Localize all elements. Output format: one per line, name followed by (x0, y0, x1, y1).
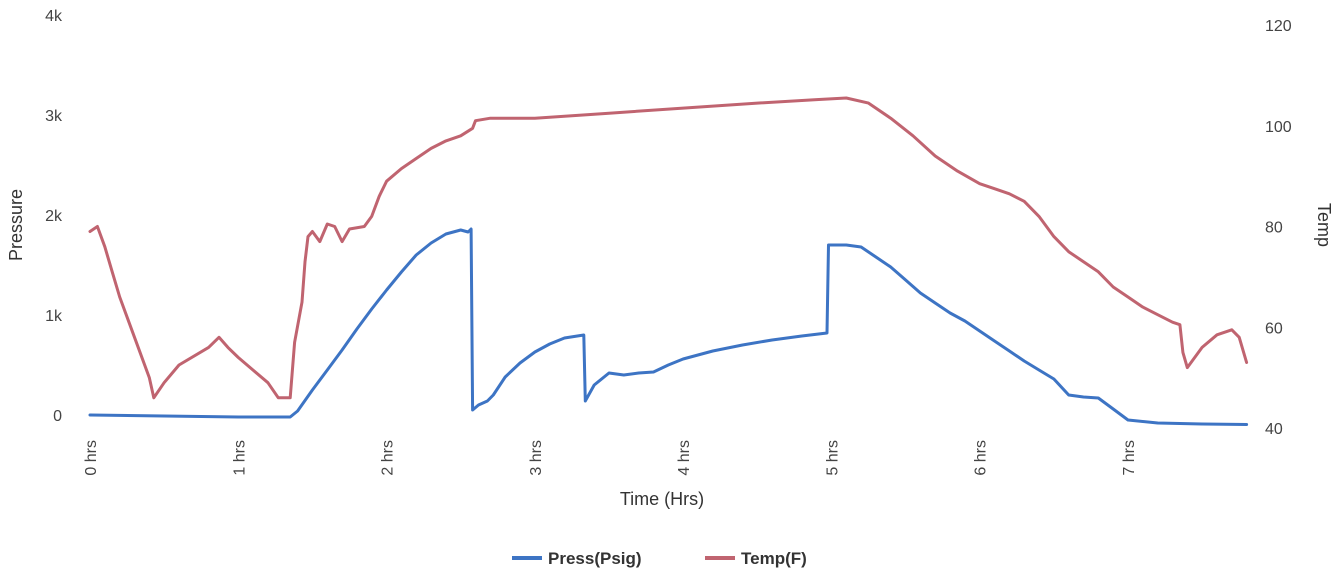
y-left-tick-label: 3k (45, 108, 63, 125)
series-line-temp (88, 96, 1249, 400)
y-right-tick-label: 100 (1265, 119, 1292, 136)
legend-label-temp: Temp(F) (741, 549, 807, 568)
left-axis-ticks: 0 1k 2k 3k 4k (45, 8, 63, 425)
series-lines (88, 96, 1249, 426)
y-left-tick-label: 0 (53, 408, 62, 425)
y-axis-left-title: Pressure (6, 189, 26, 261)
legend-item-temp[interactable]: Temp(F) (705, 549, 807, 568)
legend-label-press: Press(Psig) (548, 549, 642, 568)
x-tick-label: 0 hrs (83, 440, 100, 476)
x-tick-label: 7 hrs (1121, 440, 1138, 476)
y-right-tick-label: 60 (1265, 320, 1283, 337)
y-left-tick-label: 2k (45, 208, 63, 225)
x-tick-label: 5 hrs (824, 440, 841, 476)
series-line-press (88, 227, 1249, 426)
x-tick-label: 3 hrs (528, 440, 545, 476)
legend-item-press[interactable]: Press(Psig) (512, 549, 642, 568)
x-tick-label: 2 hrs (380, 440, 397, 476)
plot-area: 0 1k 2k 3k 4k 40 60 80 100 120 0 hrs 1 hrs 2 hrs 3 … (45, 8, 1292, 476)
y-left-tick-label: 4k (45, 8, 63, 25)
y-right-tick-label: 80 (1265, 220, 1283, 237)
y-left-tick-label: 1k (45, 308, 63, 325)
y-right-tick-label: 120 (1265, 18, 1292, 35)
y-right-tick-label: 40 (1265, 421, 1283, 438)
x-tick-label: 1 hrs (231, 440, 248, 476)
right-axis-ticks: 40 60 80 100 120 (1265, 18, 1292, 438)
y-axis-right-title: Temp (1314, 203, 1334, 247)
legend: Press(Psig) Temp(F) (512, 549, 807, 568)
x-tick-label: 4 hrs (676, 440, 693, 476)
x-tick-label: 6 hrs (973, 440, 990, 476)
x-axis-title: Time (Hrs) (620, 489, 704, 509)
x-axis-ticks: 0 hrs 1 hrs 2 hrs 3 hrs 4 hrs 5 hrs 6 hrs 7 hrs (83, 440, 1138, 476)
